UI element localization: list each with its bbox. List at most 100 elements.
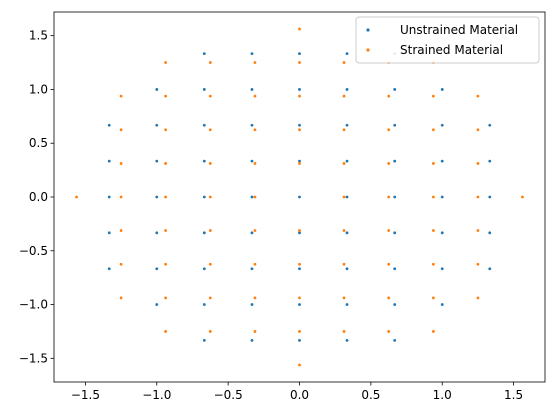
series-0-point-9 [345,88,349,91]
series-1-point-79 [298,363,301,367]
x-tick-label-2: −0.5 [214,388,243,402]
series-1-point-34 [476,162,480,165]
series-1-point-64 [164,296,168,300]
series-1-point-71 [476,296,480,300]
series-0-point-44 [345,231,349,235]
x-tick-label-3: 0.0 [290,388,309,402]
series-1-point-8 [119,94,123,98]
plot-frame [53,11,546,383]
series-0-point-53 [345,267,349,271]
y-tick-label-0: −1.5 [19,351,48,365]
x-tick-label-0: −1.5 [71,388,100,402]
series-1-point-3 [253,61,257,64]
series-0-point-15 [250,123,254,127]
series-0-point-33 [250,195,254,199]
series-0-point-36 [393,195,397,199]
series-1-point-4 [298,61,301,64]
series-1-point-24 [431,128,435,132]
series-1-point-49 [298,229,301,232]
series-0-point-64 [202,338,206,342]
series-0-point-7 [250,88,254,91]
series-0-point-66 [298,338,301,342]
series-1-point-48 [253,229,257,232]
series-0-point-21 [107,159,111,163]
series-1-point-68 [342,296,346,300]
series-1-point-60 [387,262,391,266]
series-0-point-20 [488,123,492,127]
series-0-point-14 [202,123,206,127]
series-0-point-6 [202,88,206,91]
series-1-point-76 [342,330,346,333]
series-1-point-32 [387,162,391,165]
series-1-point-2 [208,61,212,64]
series-1-point-57 [253,262,257,266]
y-tick-label-3: 0.0 [29,190,48,204]
series-0-point-8 [298,88,301,91]
series-1-point-66 [253,296,257,300]
series-0-point-28 [440,159,444,163]
series-0-point-48 [107,267,111,271]
series-1-point-17 [119,128,123,132]
series-1-point-15 [431,94,435,98]
series-0-point-67 [345,338,349,342]
series-0-point-5 [155,88,159,91]
series-1-point-61 [431,262,435,266]
series-0-point-47 [488,231,492,235]
series-1-point-45 [119,229,123,232]
series-1-point-28 [208,162,212,165]
series-1-point-10 [208,94,212,98]
series-1-point-44 [521,195,524,199]
series-0-point-39 [107,231,111,235]
series-0-point-50 [202,267,206,271]
series-1-point-55 [164,262,168,266]
series-1-point-69 [387,296,391,300]
series-0-point-26 [345,159,349,163]
series-0-point-59 [250,303,254,306]
x-tick-label-5: 1.0 [433,388,452,402]
series-1-point-75 [298,330,301,333]
series-0-point-1 [250,52,254,56]
series-0-point-57 [155,303,159,306]
series-1-point-58 [298,262,301,266]
series-0-point-52 [298,267,301,271]
series-1-point-73 [208,330,212,333]
series-0-point-23 [202,159,206,163]
series-1-point-9 [164,94,168,98]
series-1-point-77 [387,330,391,333]
series-1-point-72 [164,330,168,333]
series-0-point-68 [393,338,397,342]
series-1-point-20 [253,128,257,132]
series-0-point-35 [345,195,349,199]
legend-box [355,16,540,64]
series-1-point-29 [253,162,257,165]
series-0-point-62 [393,303,397,306]
series-0-point-49 [155,267,159,271]
series-0-point-13 [155,123,159,127]
series-1-point-65 [208,296,212,300]
series-0-point-16 [298,123,301,127]
series-0-point-3 [345,52,349,56]
series-0-point-19 [440,123,444,127]
legend-marker-1 [366,48,370,52]
series-1-point-67 [298,296,301,300]
series-0-point-17 [345,123,349,127]
series-1-point-63 [119,296,123,300]
series-0-point-31 [155,195,159,199]
series-1-point-39 [253,195,257,199]
series-1-point-11 [253,94,257,98]
series-0-point-58 [202,303,206,306]
series-1-point-46 [164,229,168,232]
series-1-point-23 [387,128,391,132]
legend-marker-0 [366,28,370,32]
series-1-point-26 [119,162,123,165]
series-1-point-31 [342,162,346,165]
series-0-point-25 [298,159,301,163]
series-0-point-37 [440,195,444,199]
series-1-point-54 [119,262,123,266]
series-1-point-42 [431,195,435,199]
y-tick-label-1: −1.0 [19,298,48,312]
series-1-point-59 [342,262,346,266]
series-1-point-47 [208,229,212,232]
series-1-point-16 [476,94,480,98]
